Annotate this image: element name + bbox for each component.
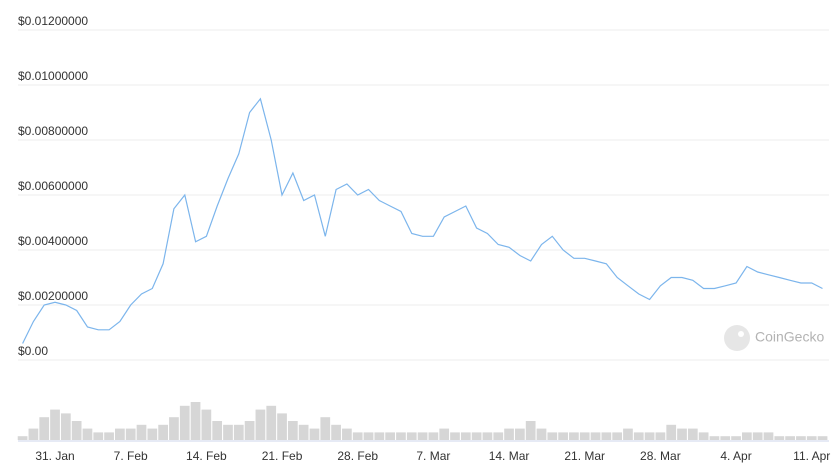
volume-bar xyxy=(244,421,255,440)
volume-bar xyxy=(752,432,763,440)
volume-bar xyxy=(104,432,114,440)
volume-bar xyxy=(212,421,223,440)
volume-bar xyxy=(190,402,201,440)
volume-bar xyxy=(28,428,39,440)
volume-bar xyxy=(525,421,536,440)
volume-bar xyxy=(774,436,785,440)
volume-bar xyxy=(342,428,352,440)
volume-bar xyxy=(806,436,817,440)
volume-bar xyxy=(709,436,720,440)
volume-bar xyxy=(796,436,806,440)
volume-bar xyxy=(331,424,341,440)
watermark: CoinGecko xyxy=(755,329,824,345)
volume-bar xyxy=(547,432,558,440)
volume-bar xyxy=(536,428,547,440)
volume-bar xyxy=(60,413,71,440)
volume-bar xyxy=(493,432,504,440)
volume-bar xyxy=(439,428,450,440)
y-tick-label: $0.00200000 xyxy=(18,289,88,303)
volume-bar xyxy=(158,424,168,440)
volume-bar xyxy=(763,432,774,440)
x-tick-label: 14. Mar xyxy=(489,449,530,463)
volume-bar xyxy=(179,405,190,440)
x-tick-label: 28. Feb xyxy=(337,449,378,463)
volume-bar xyxy=(655,432,666,440)
x-tick-label: 7. Feb xyxy=(114,449,148,463)
watermark-logo-eye xyxy=(738,331,744,337)
volume-bar xyxy=(558,432,568,440)
volume-bar xyxy=(298,424,309,440)
volume-bar xyxy=(698,432,709,440)
volume-bar xyxy=(428,432,439,440)
volume-bar xyxy=(666,424,677,440)
volume-bar xyxy=(82,428,93,440)
volume-bar xyxy=(17,436,28,440)
volume-bar xyxy=(720,436,731,440)
volume-bar xyxy=(417,432,428,440)
y-tick-label: $0.00400000 xyxy=(18,234,88,248)
x-tick-label: 11. Apr xyxy=(793,449,830,463)
volume-bar xyxy=(223,424,233,440)
volume-bar xyxy=(504,428,514,440)
volume-bar xyxy=(266,405,277,440)
volume-bar xyxy=(687,428,698,440)
volume-bar xyxy=(482,432,493,440)
volume-bar xyxy=(201,409,212,440)
y-tick-label: $0.00800000 xyxy=(18,124,88,138)
volume-bar xyxy=(125,428,136,440)
volume-bar xyxy=(460,432,471,440)
x-tick-label: 31. Jan xyxy=(35,449,74,463)
volume-bar xyxy=(255,409,266,440)
volume-bar xyxy=(644,432,655,440)
volume-bar xyxy=(147,428,158,440)
x-tick-label: 21. Feb xyxy=(262,449,303,463)
volume-bar xyxy=(677,428,687,440)
price-line xyxy=(22,97,823,344)
volume-bar xyxy=(50,409,60,440)
volume-bar xyxy=(742,432,752,440)
volume-bar xyxy=(385,432,396,440)
x-tick-label: 7. Mar xyxy=(416,449,450,463)
volume-bar xyxy=(93,432,104,440)
volume-bar xyxy=(569,432,579,440)
volume-bar xyxy=(406,432,417,440)
volume-bar xyxy=(277,413,287,440)
volume-bar xyxy=(590,432,601,440)
volume-bar xyxy=(612,432,623,440)
volume-bar xyxy=(514,428,525,440)
volume-bar xyxy=(396,432,406,440)
y-tick-label: $0.01200000 xyxy=(18,14,88,28)
volume-bar xyxy=(363,432,374,440)
volume-bar xyxy=(601,432,612,440)
volume-bar xyxy=(579,432,590,440)
x-tick-label: 28. Mar xyxy=(640,449,681,463)
y-tick-label: $0.01000000 xyxy=(18,69,88,83)
volume-bar xyxy=(320,417,331,440)
volume-bar xyxy=(233,424,244,440)
volume-bar xyxy=(633,432,644,440)
volume-bar xyxy=(39,417,50,440)
volume-bar xyxy=(136,424,147,440)
y-tick-label: $0.00600000 xyxy=(18,179,88,193)
volume-bar xyxy=(71,421,82,440)
x-tick-label: 21. Mar xyxy=(564,449,605,463)
volume-bar xyxy=(287,421,298,440)
volume-bar xyxy=(450,432,460,440)
volume-bar xyxy=(785,436,795,440)
volume-bar xyxy=(623,428,633,440)
volume-bar xyxy=(374,432,385,440)
x-tick-label: 14. Feb xyxy=(186,449,227,463)
volume-bar xyxy=(817,436,828,440)
watermark-logo xyxy=(724,325,750,351)
y-tick-label: $0.00 xyxy=(18,344,48,358)
x-tick-label: 4. Apr xyxy=(720,449,751,463)
volume-bar xyxy=(731,436,741,440)
volume-bar xyxy=(309,428,320,440)
volume-bar xyxy=(352,432,363,440)
volume-bar xyxy=(115,428,125,440)
volume-bar xyxy=(471,432,482,440)
volume-bar xyxy=(169,417,179,440)
